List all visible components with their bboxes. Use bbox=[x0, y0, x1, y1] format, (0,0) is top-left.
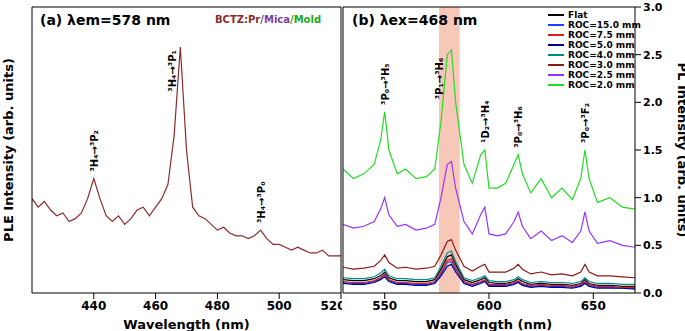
html-text:ROC=5.0 mm: ROC=5.0 mm bbox=[568, 40, 635, 50]
html-text:(b) λex=468 nm: (b) λex=468 nm bbox=[352, 12, 478, 28]
svg-text:440: 440 bbox=[81, 299, 106, 313]
svg-text:650: 650 bbox=[581, 299, 606, 313]
svg-text:460: 460 bbox=[143, 299, 168, 313]
html-text:Flat: Flat bbox=[568, 10, 588, 20]
svg-text:520: 520 bbox=[320, 299, 342, 313]
svg-text:2.0: 2.0 bbox=[643, 96, 663, 109]
html-text:ROC=15.0 mm: ROC=15.0 mm bbox=[568, 20, 641, 30]
svg-text:¹D₂→³H₄: ¹D₂→³H₄ bbox=[480, 100, 491, 143]
html-text:BCTZ:Pr /Mica /Mold: BCTZ:Pr /Mica /Mold bbox=[215, 14, 322, 25]
svg-text:1.5: 1.5 bbox=[643, 144, 663, 157]
svg-text:Wavelength (nm): Wavelength (nm) bbox=[426, 317, 552, 331]
html-text:ROC=4.0 mm: ROC=4.0 mm bbox=[568, 50, 635, 60]
svg-text:0.0: 0.0 bbox=[643, 287, 663, 300]
html-text:ROC=3.0 mm: ROC=3.0 mm bbox=[568, 60, 635, 70]
svg-text:600: 600 bbox=[476, 299, 501, 313]
html-text:ROC=2.0 mm: ROC=2.0 mm bbox=[568, 80, 635, 90]
html-text:(a) λem=578 nm: (a) λem=578 nm bbox=[40, 12, 171, 28]
svg-text:Wavelength (nm): Wavelength (nm) bbox=[123, 317, 249, 331]
html-text:ROC=7.5 mm: ROC=7.5 mm bbox=[568, 30, 635, 40]
svg-text:0.5: 0.5 bbox=[643, 239, 663, 252]
svg-text:³H₄→³P₂: ³H₄→³P₂ bbox=[89, 130, 100, 172]
html-text:ROC=2.5 mm: ROC=2.5 mm bbox=[568, 70, 635, 80]
svg-text:³H₄→³P₁: ³H₄→³P₁ bbox=[167, 50, 178, 92]
svg-text:³P₁→³H₆: ³P₁→³H₆ bbox=[434, 58, 445, 100]
svg-text:1.0: 1.0 bbox=[643, 192, 663, 205]
svg-text:3.0: 3.0 bbox=[643, 1, 663, 14]
svg-text:550: 550 bbox=[372, 299, 397, 313]
svg-text:³P₀→³H₅: ³P₀→³H₅ bbox=[380, 63, 391, 105]
svg-text:480: 480 bbox=[205, 299, 230, 313]
svg-text:³H₄→³P₀: ³H₄→³P₀ bbox=[256, 181, 267, 223]
svg-text:500: 500 bbox=[267, 299, 292, 313]
svg-text:2.5: 2.5 bbox=[643, 49, 663, 62]
svg-text:³P₀→³H₆: ³P₀→³H₆ bbox=[513, 106, 524, 148]
svg-text:PL Intensity (arb. units): PL Intensity (arb. units) bbox=[675, 63, 685, 238]
svg-text:PLE Intensity (arb. units): PLE Intensity (arb. units) bbox=[1, 58, 16, 242]
svg-text:³P₀→³F₂: ³P₀→³F₂ bbox=[580, 103, 591, 143]
